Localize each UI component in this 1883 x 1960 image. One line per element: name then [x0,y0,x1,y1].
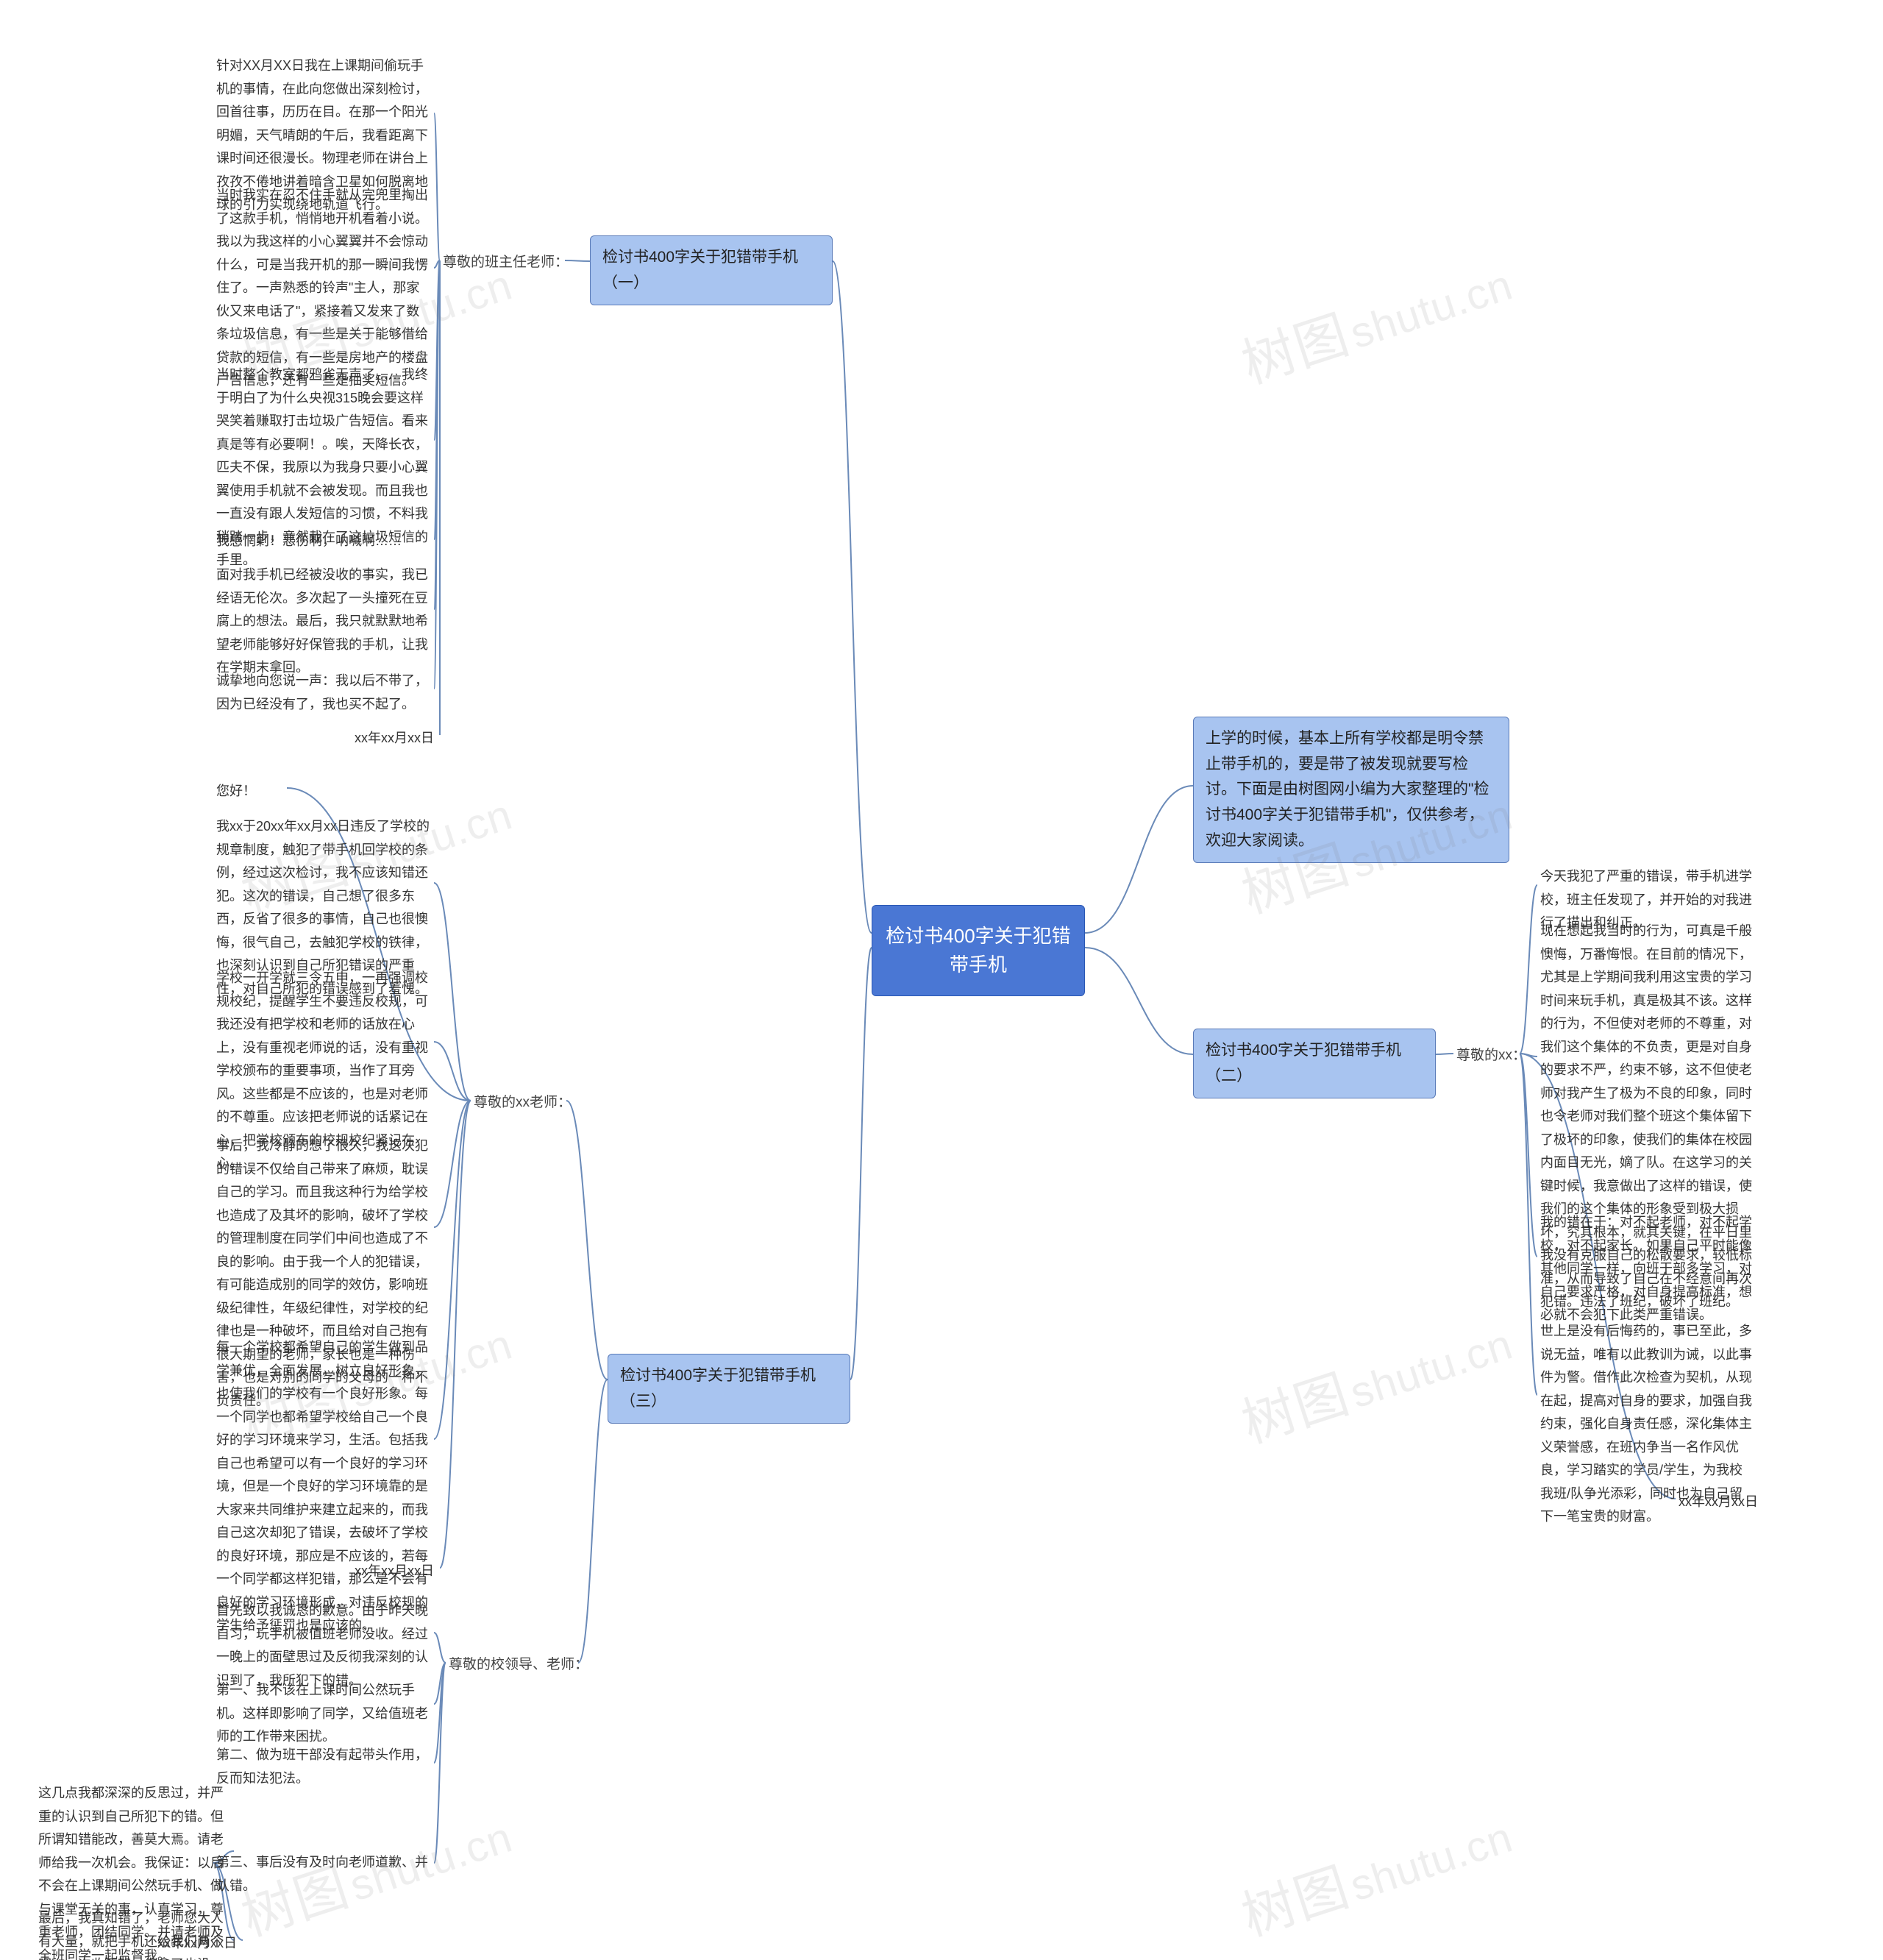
root-node: 检讨书400字关于犯错带手机 [872,905,1085,996]
branch1-leaf-6: xx年xx月xx日 [352,725,440,752]
branch3-label-bottom: 尊敬的校领导、老师： [446,1652,591,1677]
intro-box: 上学的时候，基本上所有学校都是明令禁止带手机的，要是带了被发现就要写检讨。下面是… [1193,717,1509,863]
branch3-label-top-text: 尊敬的xx老师： [474,1095,572,1110]
branch3-top-leaf-4: 每一个学校都希望自己的学生做到品学兼优，全面发展，树立良好形象，也使我们的学校有… [213,1335,434,1639]
branch1-title-text: 检讨书400字关于犯错带手机（一） [602,249,798,291]
branch2-title-text: 检讨书400字关于犯错带手机（二） [1206,1042,1401,1084]
branch3-bottom-leaf-1: 第一、我不该在上课时间公然玩手机。这样即影响了同学，又给值班老师的工作带来困扰。 [213,1677,434,1750]
branch2-label: 尊敬的xx： [1453,1043,1529,1068]
branch1-label-text: 尊敬的班主任老师： [443,255,569,270]
watermark-1: 树图 shutu.cn [1231,238,1520,398]
branch1-leaf-3: 我感惘剿！悲伤啊，呐喊啊…… [213,528,434,555]
root-text: 检讨书400字关于犯错带手机 [886,925,1070,976]
branch3-sub-leaf-2: xx年xx月xx日 [154,1931,243,1957]
branch3-bottom-leaf-2: 第二、做为班干部没有起带头作用，反而知法犯法。 [213,1742,434,1792]
branch3-top-leaf-5: xx年xx月xx日 [352,1558,440,1585]
branch1-leaf-4: 面对我手机已经被没收的事实，我已经语无伦次。多次起了一头撞死在豆腐上的想法。最后… [213,562,434,681]
branch1-title: 检讨书400字关于犯错带手机（一） [590,235,833,305]
branch3-top-leaf-0: 您好！ [213,778,287,805]
branch3-title: 检讨书400字关于犯错带手机（三） [608,1354,850,1424]
branch1-leaf-5: 诚挚地向您说一声：我以后不带了，因为已经没有了，我也买不起了。 [213,668,434,717]
watermark-5: 树图 shutu.cn [1231,1298,1520,1457]
branch3-bottom-leaf-3: 第三、事后没有及时向老师道歉、并认错。 [213,1850,434,1899]
branch1-label: 尊敬的班主任老师： [440,250,572,275]
branch2-leaf-2: 我的错在于：对不起老师，对不起学校，对不起家长。如果自己平时能像其他同学一样，向… [1537,1210,1758,1329]
intro-text: 上学的时候，基本上所有学校都是明令禁止带手机的，要是带了被发现就要写检讨。下面是… [1206,730,1489,849]
branch2-leaf-4: xx年xx月xx日 [1676,1489,1764,1516]
branch2-label-text: 尊敬的xx： [1456,1048,1526,1063]
branch3-label-top: 尊敬的xx老师： [471,1090,574,1115]
branch2-title: 检讨书400字关于犯错带手机（二） [1193,1029,1436,1098]
watermark-7: 树图 shutu.cn [1231,1791,1520,1950]
branch3-title-text: 检讨书400字关于犯错带手机（三） [620,1367,816,1410]
branch3-label-bottom-text: 尊敬的校领导、老师： [449,1657,588,1672]
